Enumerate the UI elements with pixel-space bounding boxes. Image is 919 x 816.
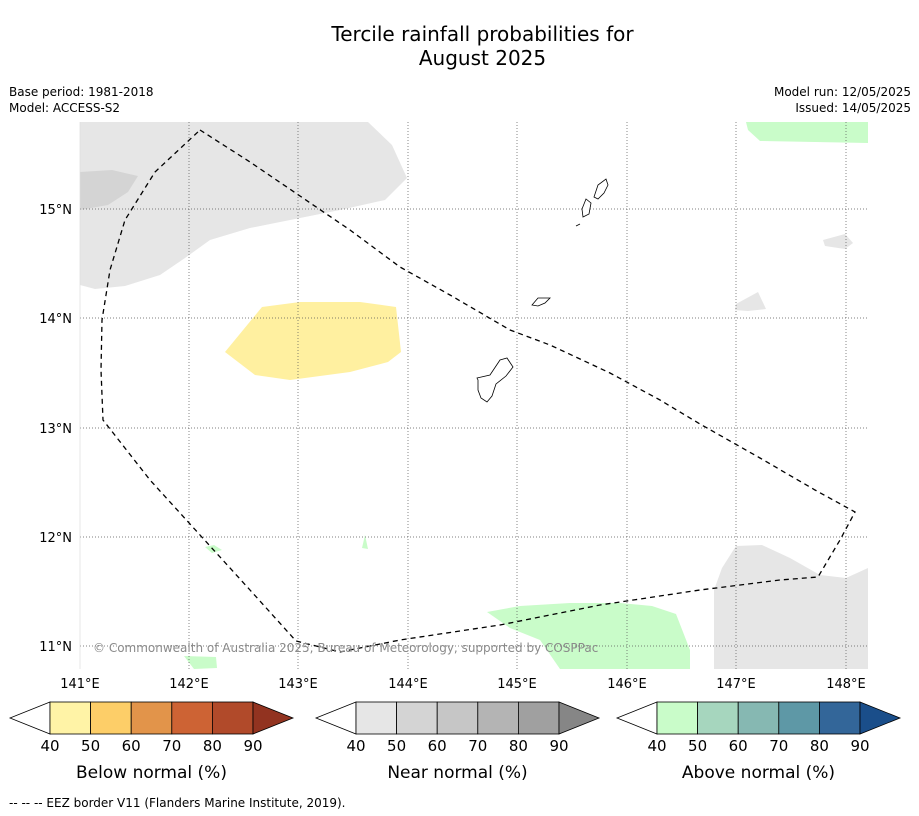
colorbar-label: Near normal (%) <box>387 763 527 783</box>
above-normal-region-s <box>487 603 690 669</box>
colorbar-segment <box>697 701 739 735</box>
lat-tick-label: 13°N <box>39 422 72 437</box>
longitude-labels: 141°E 142°E 143°E 144°E 145°E 146°E 147°E 148°E <box>60 677 866 692</box>
colorbar-low-extend <box>615 701 658 735</box>
colorbar-segment <box>396 701 438 735</box>
colorbar-tick-label: 90 <box>850 737 869 755</box>
lon-tick-label: 148°E <box>826 677 866 692</box>
colorbar: 40 50 60 70 80 90 Near normal (%) <box>314 701 601 783</box>
lon-tick-label: 142°E <box>169 677 209 692</box>
colorbar-tick-label: 70 <box>162 737 181 755</box>
colorbar: 40 50 60 70 80 90 Above normal (%) <box>615 701 902 783</box>
colorbar-tick-label: 80 <box>810 737 829 755</box>
lon-tick-label: 145°E <box>497 677 537 692</box>
colorbar-tick-label: 40 <box>346 737 365 755</box>
meta-left: Base period: 1981-2018 Model: ACCESS-S2 <box>9 84 154 116</box>
lon-tick-label: 146°E <box>607 677 647 692</box>
colorbar-segment <box>355 701 397 735</box>
map-title: Tercile rainfall probabilities for Augus… <box>0 22 919 70</box>
colorbar-label: Below normal (%) <box>76 763 227 783</box>
colorbar-tick-label: 50 <box>81 737 100 755</box>
colorbar-segment <box>778 701 820 735</box>
map-area <box>80 122 868 669</box>
copyright-notice: © Commonwealth of Australia 2025, Bureau… <box>93 641 599 655</box>
gridlines <box>79 122 868 669</box>
model-run: Model run: 12/05/2025 <box>773 85 911 99</box>
above-normal-region-ne <box>746 122 868 143</box>
colorbar-tick-label: 90 <box>243 737 262 755</box>
colorbar-tick-label: 90 <box>549 737 568 755</box>
map-svg: 141°E 142°E 143°E 144°E 145°E 146°E 147°E 148°E… <box>8 122 902 783</box>
colorbar-low-extend <box>8 701 51 735</box>
colorbar-tick-label: 80 <box>509 737 528 755</box>
colorbar-tick-label: 60 <box>122 737 141 755</box>
model-name: Model: ACCESS-S2 <box>9 101 121 115</box>
near-normal-region <box>80 122 407 289</box>
meta-right: Model run: 12/05/2025 Issued: 14/05/2025 <box>774 84 911 116</box>
colorbar-segment <box>90 701 132 735</box>
colorbar-segment <box>819 701 861 735</box>
issued-date: Issued: 14/05/2025 <box>795 101 911 115</box>
colorbar-tick-label: 60 <box>729 737 748 755</box>
colorbar-segment <box>737 701 780 735</box>
islands <box>476 178 609 403</box>
lat-tick-label: 11°N <box>39 640 72 655</box>
colorbar-tick-label: 50 <box>387 737 406 755</box>
colorbar-segment <box>211 701 254 735</box>
colorbar-tick-label: 50 <box>688 737 707 755</box>
base-period: Base period: 1981-2018 <box>9 85 154 99</box>
lat-tick-label: 14°N <box>39 312 72 327</box>
colorbar-high-extend <box>252 701 295 735</box>
tinian-island <box>581 198 592 218</box>
near-normal-region-se <box>714 545 868 669</box>
colorbar-segment <box>49 701 91 735</box>
latitude-labels: 15°N 14°N 13°N 12°N 11°N <box>39 203 72 655</box>
colorbar-tick-label: 70 <box>468 737 487 755</box>
colorbar-segment <box>656 701 698 735</box>
rota-island <box>531 297 551 307</box>
title-line-2: August 2025 <box>418 46 547 70</box>
lon-tick-label: 144°E <box>388 677 428 692</box>
colorbar-segment <box>518 701 560 735</box>
lon-tick-label: 143°E <box>278 677 318 692</box>
aguijan-island <box>575 223 581 227</box>
below-normal-region <box>225 302 401 380</box>
colorbars: 40 50 60 70 80 90 Below normal (%) 40 50 60 70 80 90… <box>8 701 902 783</box>
colorbar-tick-label: 40 <box>647 737 666 755</box>
above-normal-patch <box>362 535 368 549</box>
colorbar-low-extend <box>314 701 357 735</box>
lat-tick-label: 12°N <box>39 531 72 546</box>
colorbar-tick-label: 40 <box>40 737 59 755</box>
lat-tick-label: 15°N <box>39 203 72 218</box>
above-normal-patch <box>184 656 217 669</box>
eez-footnote: -- -- -- EEZ border V11 (Flanders Marine… <box>9 796 346 810</box>
lon-tick-label: 141°E <box>60 677 100 692</box>
saipan-island <box>593 178 609 200</box>
near-normal-patch <box>735 292 766 311</box>
near-normal-region-darker <box>80 170 138 210</box>
near-normal-patch <box>823 234 853 249</box>
colorbar-high-extend <box>859 701 902 735</box>
colorbar-tick-label: 80 <box>203 737 222 755</box>
colorbar-tick-label: 60 <box>428 737 447 755</box>
colorbar: 40 50 60 70 80 90 Below normal (%) <box>8 701 295 783</box>
lon-tick-label: 147°E <box>716 677 756 692</box>
colorbar-segment <box>477 701 519 735</box>
title-line-1: Tercile rainfall probabilities for <box>331 22 634 46</box>
guam-island <box>476 357 514 403</box>
colorbar-segment <box>436 701 479 735</box>
colorbar-high-extend <box>558 701 601 735</box>
colorbar-segment <box>130 701 173 735</box>
colorbar-label: Above normal (%) <box>682 763 835 783</box>
colorbar-tick-label: 70 <box>769 737 788 755</box>
colorbar-segment <box>171 701 213 735</box>
